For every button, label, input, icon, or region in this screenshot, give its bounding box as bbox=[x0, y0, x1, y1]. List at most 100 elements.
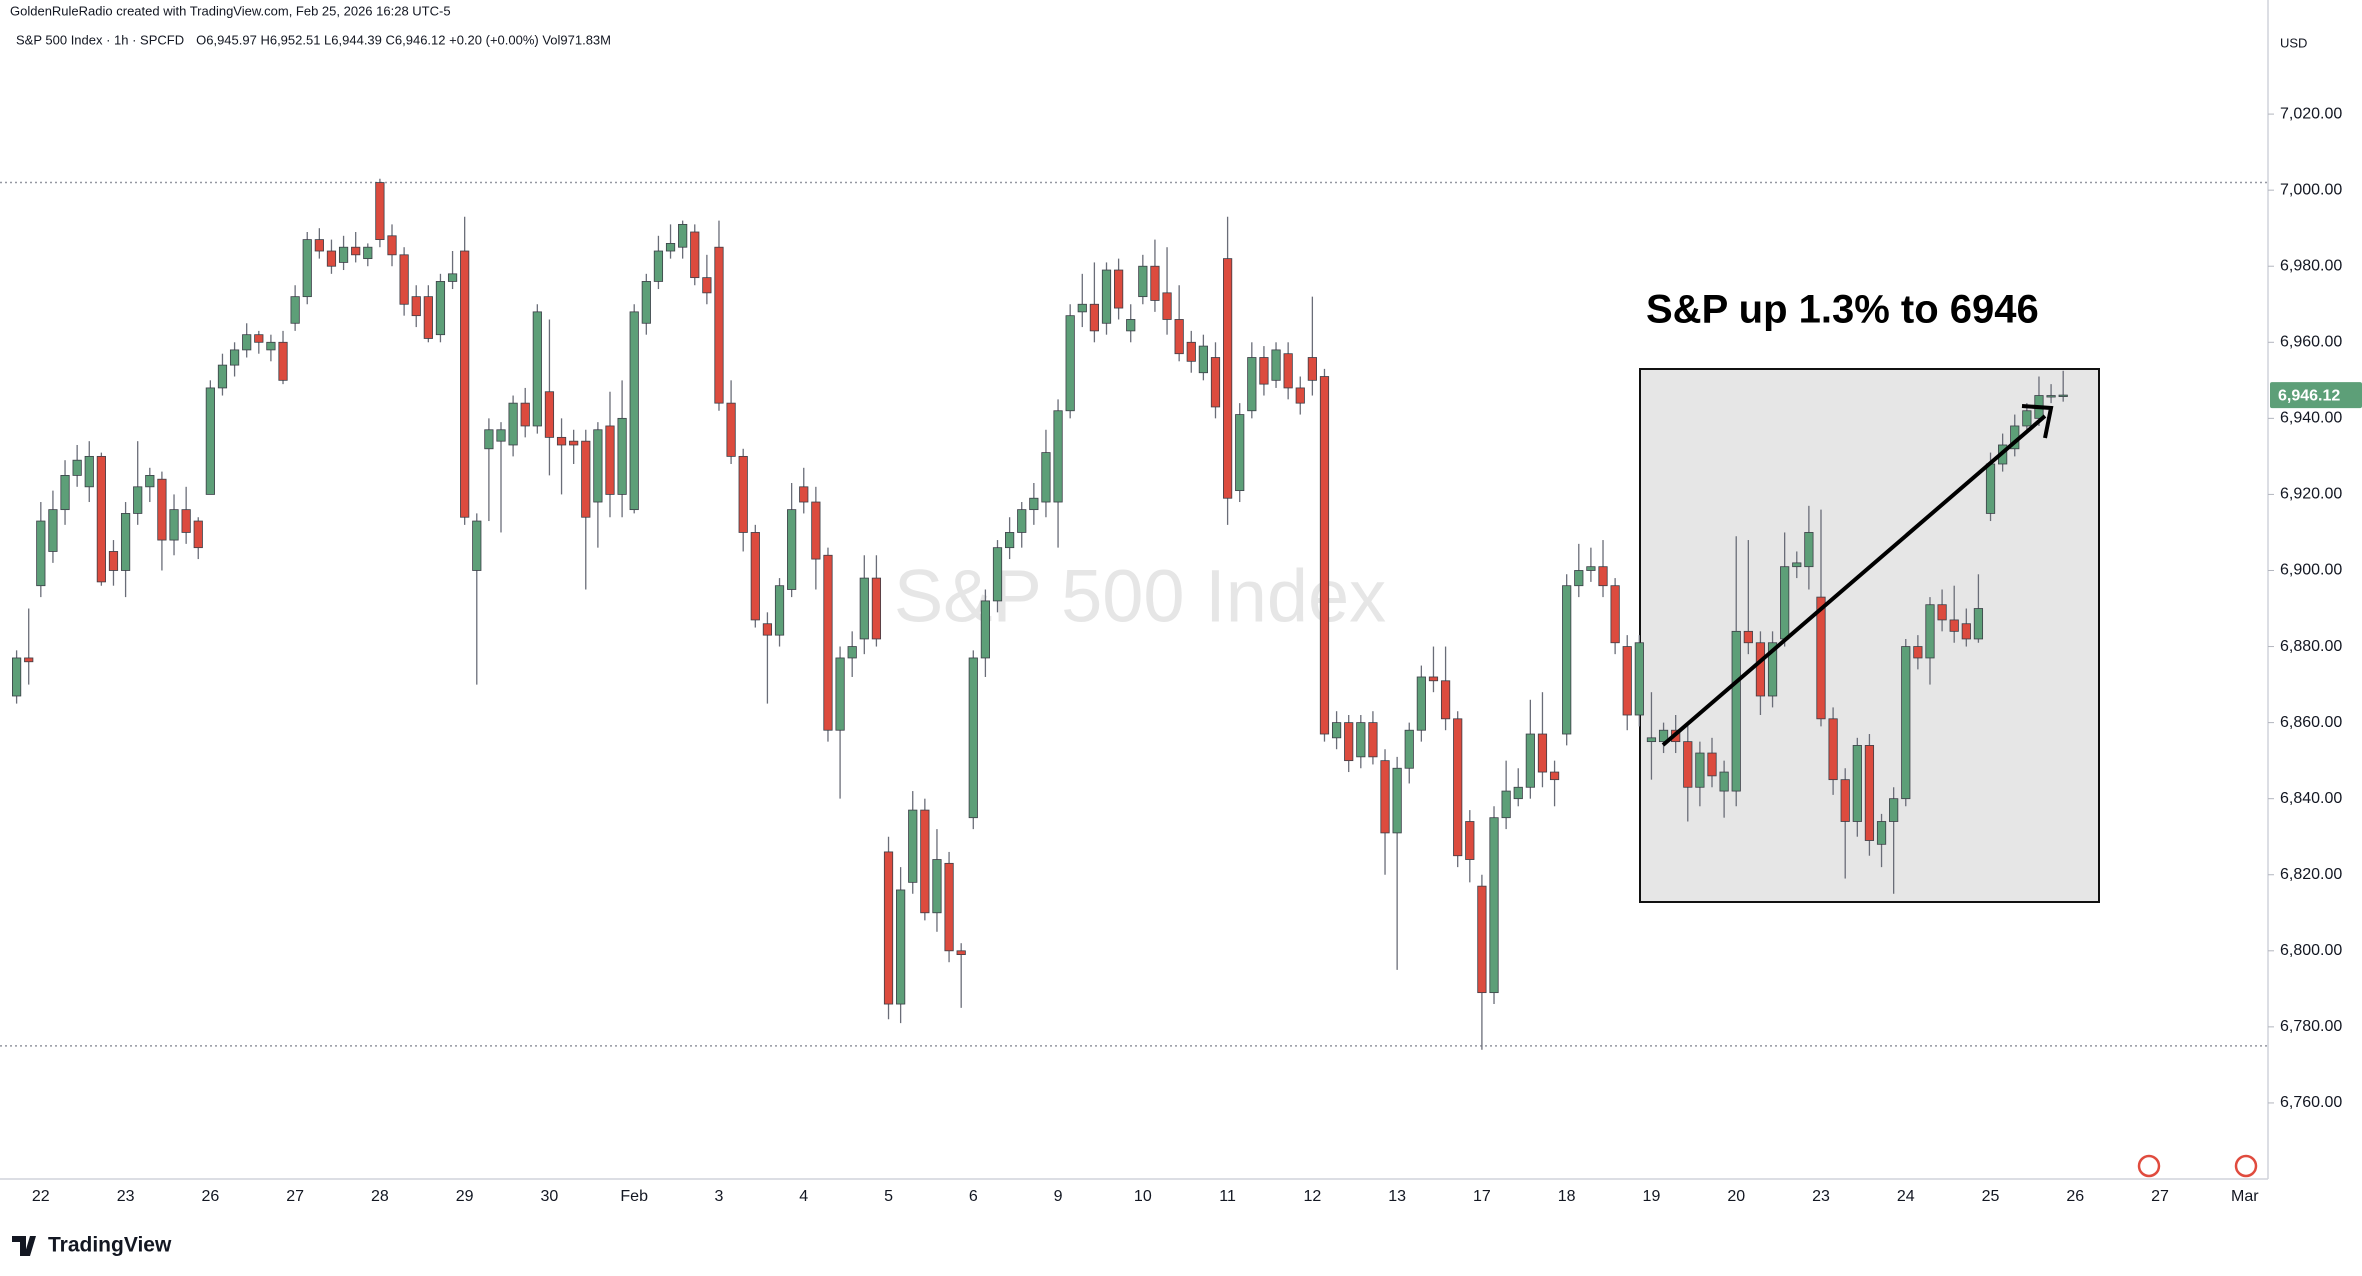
candle-body bbox=[1731, 630, 1741, 792]
candle-body bbox=[738, 455, 748, 533]
candle-body bbox=[96, 455, 106, 583]
candle-body bbox=[520, 402, 530, 427]
x-tick-label: 11 bbox=[1219, 1188, 1236, 1205]
candle-body bbox=[1416, 676, 1426, 731]
x-tick-label: 22 bbox=[32, 1188, 50, 1205]
candle-body bbox=[1440, 680, 1451, 720]
x-tick-label: 10 bbox=[1134, 1188, 1152, 1205]
candle-body bbox=[1562, 585, 1572, 735]
candle-body bbox=[1622, 646, 1632, 716]
candle-body bbox=[1646, 737, 1657, 743]
candle-body bbox=[1852, 745, 1862, 822]
y-tick-label: 6,840.00 bbox=[2280, 790, 2342, 807]
candle-body bbox=[193, 520, 203, 549]
x-tick-label: 25 bbox=[1982, 1188, 2000, 1205]
candle-body bbox=[1937, 604, 1947, 621]
candle-body bbox=[1574, 570, 1584, 587]
event-icons bbox=[2137, 1154, 2258, 1178]
candle-body bbox=[1404, 729, 1414, 769]
candle-body bbox=[1513, 786, 1523, 800]
candle-body bbox=[859, 577, 869, 640]
candle-body bbox=[823, 554, 833, 731]
candle-body bbox=[896, 889, 906, 1005]
candle-body bbox=[157, 478, 167, 541]
event-icon[interactable] bbox=[2137, 1154, 2161, 1178]
candle-body bbox=[1017, 509, 1027, 533]
candle-body bbox=[508, 402, 518, 446]
legend-values: O6,945.97 H6,952.51 L6,944.39 C6,946.12 … bbox=[196, 32, 611, 47]
candle-body bbox=[108, 551, 119, 571]
candle-body bbox=[799, 486, 809, 503]
y-tick-label: 6,900.00 bbox=[2280, 562, 2342, 579]
candle-body bbox=[1247, 357, 1257, 412]
candle-body bbox=[1501, 790, 1511, 819]
currency: USD bbox=[2280, 35, 2307, 50]
candle-body bbox=[1380, 760, 1390, 834]
arrow-head bbox=[2021, 404, 2054, 439]
y-tick-label: 6,940.00 bbox=[2280, 410, 2342, 427]
x-tick-label: 19 bbox=[1643, 1188, 1661, 1205]
candle-body bbox=[1537, 733, 1548, 773]
candle-body bbox=[1368, 722, 1378, 758]
candle-body bbox=[847, 646, 857, 659]
candle-body bbox=[556, 436, 567, 446]
candle-body bbox=[1780, 566, 1790, 640]
candle-body bbox=[1901, 646, 1911, 800]
candle-body bbox=[1223, 258, 1233, 499]
candle-body bbox=[665, 243, 676, 252]
x-tick-label: 29 bbox=[456, 1188, 474, 1205]
candle-body bbox=[133, 486, 143, 514]
candle-body bbox=[883, 851, 894, 1005]
candle-body bbox=[1319, 376, 1330, 735]
candle-body bbox=[653, 250, 664, 282]
last-price-box bbox=[2270, 382, 2362, 409]
candle-body bbox=[532, 311, 542, 427]
candle-body bbox=[84, 455, 94, 488]
candle-body bbox=[787, 509, 797, 590]
candle-body bbox=[1029, 497, 1039, 511]
candle-body bbox=[266, 341, 276, 351]
x-tick-label: 12 bbox=[1303, 1188, 1321, 1205]
annotation: S&P up 1.3% to 6946 bbox=[1646, 288, 2039, 332]
candle-body bbox=[1126, 319, 1136, 332]
candle-body bbox=[678, 223, 688, 248]
candle-body bbox=[484, 429, 494, 450]
candle-body bbox=[1428, 676, 1439, 682]
candle-body bbox=[1683, 741, 1693, 788]
candle-body bbox=[835, 657, 845, 731]
candle-body bbox=[1198, 345, 1208, 374]
candle-body bbox=[629, 311, 639, 511]
candle-body bbox=[387, 235, 397, 256]
logo: TradingView bbox=[12, 1234, 172, 1257]
y-tick-label: 6,820.00 bbox=[2280, 866, 2342, 883]
x-tick-label: 9 bbox=[1054, 1188, 1063, 1205]
candle-body bbox=[242, 334, 252, 351]
x-tick-label: 5 bbox=[884, 1188, 893, 1205]
candle-body bbox=[1719, 771, 1729, 792]
candle-body bbox=[1259, 357, 1269, 385]
candles bbox=[11, 178, 2068, 1050]
candle-body bbox=[326, 250, 337, 267]
candle-body bbox=[338, 246, 349, 263]
candle-body bbox=[1331, 722, 1342, 739]
event-icon[interactable] bbox=[2234, 1154, 2258, 1178]
candle-body bbox=[120, 513, 131, 571]
candle-body bbox=[1271, 349, 1281, 381]
candle-body bbox=[1210, 357, 1221, 408]
candle-body bbox=[460, 250, 470, 518]
candle-body bbox=[1743, 630, 1753, 644]
candle-body bbox=[2046, 395, 2056, 398]
candle-body bbox=[60, 475, 70, 511]
candle-body bbox=[169, 509, 179, 541]
candle-body bbox=[1925, 604, 1935, 659]
candle-body bbox=[968, 657, 978, 819]
candle-body bbox=[1065, 315, 1075, 412]
trend-arrow bbox=[1661, 404, 2054, 747]
candle-body bbox=[617, 417, 627, 495]
x-tick-label: 24 bbox=[1897, 1188, 1915, 1205]
candle-body bbox=[750, 532, 760, 621]
candle-body bbox=[290, 296, 300, 324]
candle-body bbox=[1344, 722, 1354, 762]
candle-body bbox=[944, 862, 954, 952]
